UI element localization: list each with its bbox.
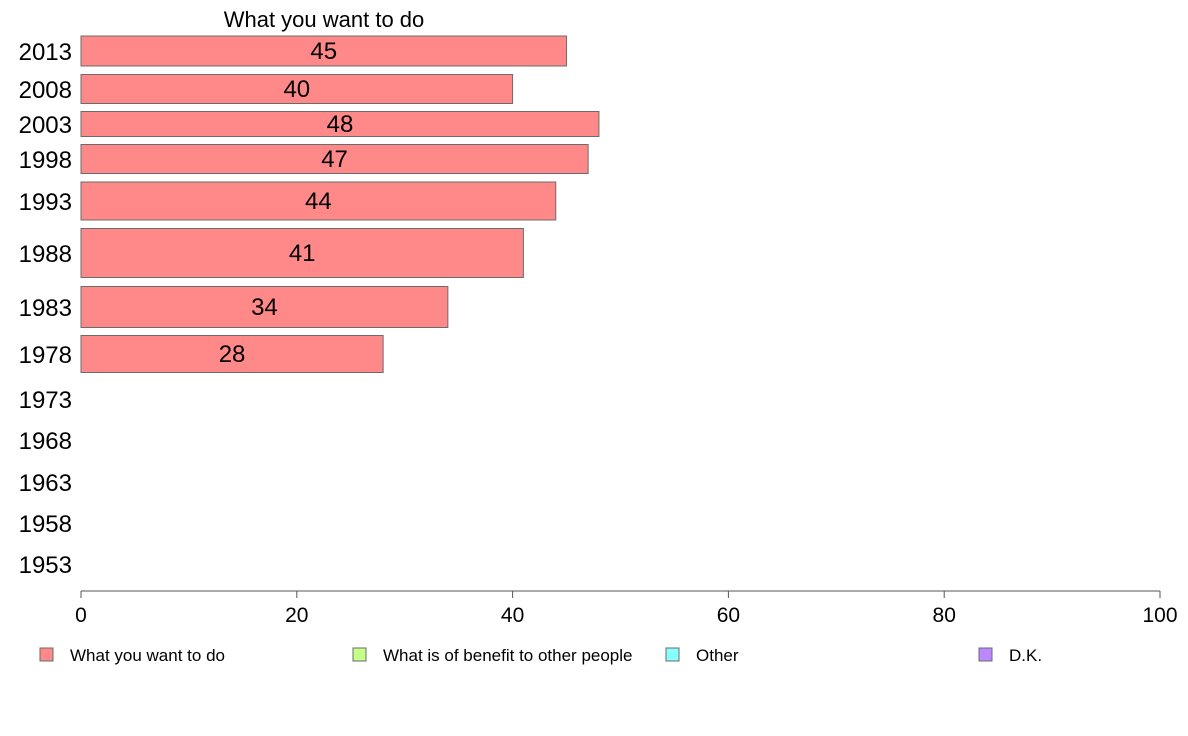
y-tick-label: 1998 [19, 147, 72, 174]
x-tick-label: 100 [1142, 604, 1177, 627]
legend-label: What is of benefit to other people [383, 646, 633, 665]
y-tick-label: 1968 [19, 428, 72, 455]
x-tick-label: 40 [501, 604, 524, 627]
y-tick-label: 1953 [19, 552, 72, 579]
y-tick-label: 2013 [19, 39, 72, 66]
y-tick-label: 1973 [19, 387, 72, 414]
bar [80, 144, 589, 174]
y-tick-label: 1958 [19, 511, 72, 538]
bar [80, 111, 600, 137]
y-axis-ticks: 2013 2008 2003 1998 1993 1988 1983 1978 1973 1968… [19, 39, 72, 579]
y-tick-label: 1983 [19, 295, 72, 322]
chart-title: What you want to do [224, 7, 425, 32]
y-tick-label: 1993 [19, 189, 72, 216]
y-tick-label: 1988 [19, 241, 72, 268]
legend-label: Other [696, 646, 739, 665]
legend-swatch [978, 647, 993, 662]
legend-swatch [665, 647, 680, 662]
bar [80, 35, 568, 67]
x-tick-label: 80 [933, 604, 956, 627]
x-tick-label: 0 [75, 604, 87, 627]
legend-swatch [352, 647, 367, 662]
bar-value-label: 40 [283, 76, 310, 103]
bar-value-label: 28 [219, 341, 246, 368]
legend: What you want to do What is of benefit to… [39, 646, 1042, 665]
y-tick-label: 1978 [19, 342, 72, 369]
bar [80, 228, 524, 278]
y-tick-label: 2008 [19, 77, 72, 104]
legend-swatch [39, 647, 54, 662]
bar-value-label: 34 [251, 294, 278, 321]
y-tick-label: 1963 [19, 470, 72, 497]
legend-label: D.K. [1009, 646, 1042, 665]
y-tick-label: 2003 [19, 112, 72, 139]
bar [80, 286, 449, 328]
x-tick-label: 20 [285, 604, 308, 627]
legend-label: What you want to do [70, 646, 225, 665]
bar [80, 74, 514, 104]
bar-value-label: 41 [289, 240, 316, 267]
bar [80, 181, 557, 221]
bar-value-label: 45 [310, 38, 337, 65]
bar-value-label: 48 [327, 111, 354, 138]
bar-value-label: 47 [321, 146, 348, 173]
x-axis: 0 20 40 60 80 100 [75, 590, 1178, 627]
bar [80, 335, 384, 373]
x-tick-label: 60 [717, 604, 740, 627]
bar-value-label: 44 [305, 188, 332, 215]
